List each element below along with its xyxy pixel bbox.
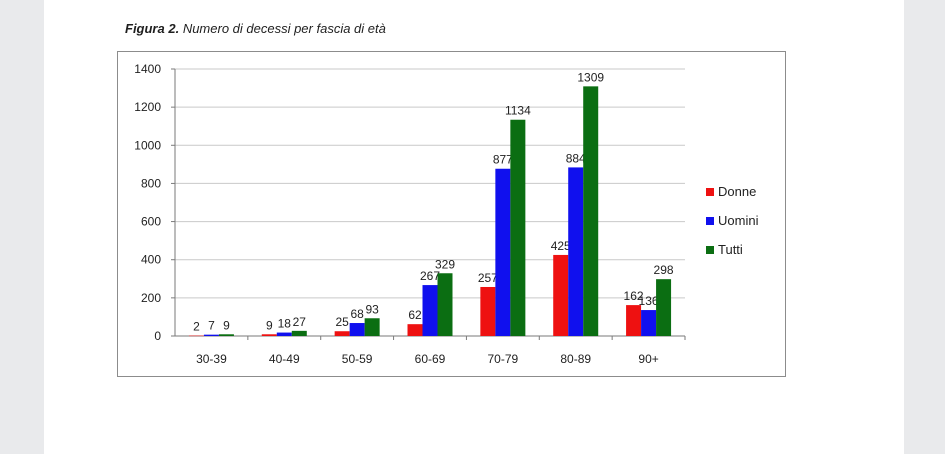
data-label: 18 bbox=[278, 317, 292, 331]
bar-tutti bbox=[656, 279, 672, 336]
data-label: 25 bbox=[335, 315, 349, 329]
y-tick-label: 200 bbox=[141, 291, 161, 305]
bar-donne bbox=[553, 254, 569, 336]
data-label: 7 bbox=[208, 319, 215, 333]
legend-swatch bbox=[706, 187, 714, 196]
data-label: 62 bbox=[408, 308, 422, 322]
data-label: 162 bbox=[624, 289, 644, 303]
x-tick-label: 60-69 bbox=[415, 352, 446, 366]
bar-uomini bbox=[568, 167, 584, 336]
bar-tutti bbox=[218, 334, 234, 336]
data-label: 27 bbox=[293, 315, 307, 329]
x-tick-label: 30-39 bbox=[196, 352, 227, 366]
x-tick-label: 40-49 bbox=[269, 352, 300, 366]
bar-donne bbox=[261, 334, 277, 336]
bar-uomini bbox=[276, 332, 292, 336]
y-tick-label: 1200 bbox=[134, 100, 161, 114]
bar-donne bbox=[626, 305, 642, 336]
bar-donne bbox=[407, 324, 423, 336]
data-label: 93 bbox=[365, 302, 379, 316]
legend-item-uomini: Uomini bbox=[706, 206, 758, 235]
data-label: 1134 bbox=[505, 104, 531, 118]
legend-item-tutti: Tutti bbox=[706, 235, 758, 264]
x-tick-label: 90+ bbox=[638, 352, 658, 366]
chart-legend: Donne Uomini Tutti bbox=[706, 177, 758, 264]
bar-donne bbox=[188, 335, 204, 337]
legend-swatch bbox=[706, 216, 714, 225]
bar-uomini bbox=[349, 323, 365, 336]
data-label: 9 bbox=[266, 318, 273, 332]
legend-label: Donne bbox=[718, 184, 757, 199]
bar-uomini bbox=[422, 285, 438, 336]
bar-tutti bbox=[510, 119, 526, 336]
x-tick-label: 80-89 bbox=[560, 352, 591, 366]
data-label: 2 bbox=[193, 320, 200, 334]
y-tick-label: 400 bbox=[141, 253, 161, 267]
data-label: 298 bbox=[654, 263, 674, 277]
legend-item-donne: Donne bbox=[706, 177, 758, 206]
x-tick-label: 70-79 bbox=[488, 352, 519, 366]
bar-uomini bbox=[641, 310, 657, 336]
x-tick-label: 50-59 bbox=[342, 352, 373, 366]
data-label: 257 bbox=[478, 271, 498, 285]
figure-caption-text: Numero di decessi per fascia di età bbox=[182, 21, 386, 36]
bar-chart: 0 200 400 600 800 1000 1200 1400 30-39 40-49 50-59… bbox=[134, 62, 686, 366]
legend-label: Uomini bbox=[718, 213, 759, 228]
y-tick-label: 0 bbox=[154, 329, 161, 343]
bar-tutti bbox=[583, 86, 599, 336]
data-label: 329 bbox=[435, 257, 455, 271]
bar-tutti bbox=[437, 273, 453, 336]
data-label: 877 bbox=[493, 153, 513, 167]
bar-donne bbox=[480, 286, 496, 336]
legend-label: Tutti bbox=[718, 242, 743, 257]
y-tick-label: 1000 bbox=[134, 138, 161, 152]
data-label: 425 bbox=[551, 239, 571, 253]
data-label: 9 bbox=[223, 318, 230, 332]
data-label: 68 bbox=[350, 307, 364, 321]
bar-uomini bbox=[203, 334, 219, 336]
data-label: 136 bbox=[639, 294, 659, 308]
bar-tutti bbox=[364, 318, 380, 336]
y-tick-label: 1400 bbox=[134, 62, 161, 76]
bar-donne bbox=[334, 331, 350, 336]
bar-tutti bbox=[291, 330, 307, 336]
figure-caption: Figura 2. Numero di decessi per fascia d… bbox=[125, 21, 386, 36]
y-tick-label: 800 bbox=[141, 176, 161, 190]
data-label: 884 bbox=[566, 151, 586, 165]
figure-caption-label: Figura 2. bbox=[125, 21, 180, 36]
data-label: 267 bbox=[420, 269, 440, 283]
bar-uomini bbox=[495, 168, 511, 336]
y-tick-label: 600 bbox=[141, 215, 161, 229]
data-label: 1309 bbox=[577, 70, 604, 84]
legend-swatch bbox=[706, 245, 714, 254]
